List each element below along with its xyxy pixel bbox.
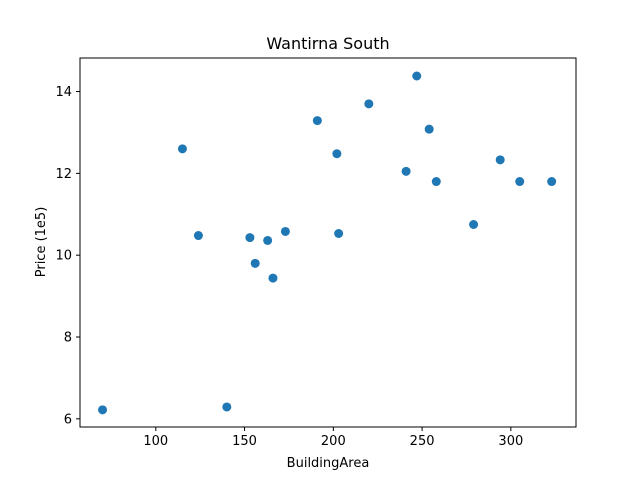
y-tick-label: 12 [55, 167, 72, 182]
y-axis-label: Price (1e5) [34, 207, 49, 278]
data-point [547, 177, 557, 187]
y-tick-label: 6 [64, 412, 72, 427]
axis-ticks: 100 150 200 250 300 6 8 10 12 14 [55, 85, 523, 449]
data-point [401, 166, 411, 176]
data-point [263, 235, 273, 245]
x-tick-label: 150 [232, 434, 257, 449]
data-point [495, 155, 505, 165]
data-point [312, 116, 322, 126]
data-point [364, 99, 374, 109]
data-point [193, 231, 203, 241]
y-tick-label: 8 [64, 331, 72, 346]
data-point [98, 405, 108, 415]
x-axis-label: BuildingArea [287, 456, 370, 471]
data-point [431, 177, 441, 187]
chart-title: Wantirna South [266, 34, 389, 53]
data-point [222, 402, 232, 412]
x-tick-label: 100 [143, 434, 168, 449]
data-point [177, 144, 187, 154]
x-tick-label: 250 [410, 434, 435, 449]
y-tick-label: 14 [55, 85, 72, 100]
data-point [268, 273, 278, 283]
plot-frame [79, 57, 577, 428]
data-point [515, 177, 525, 187]
data-point [280, 226, 290, 236]
data-point [245, 233, 255, 243]
data-points [98, 71, 557, 415]
data-point [469, 220, 479, 229]
y-tick-label: 10 [55, 249, 72, 264]
x-tick-label: 300 [498, 434, 523, 449]
data-point [332, 149, 342, 159]
data-point [334, 229, 344, 238]
data-point [412, 71, 422, 81]
x-tick-label: 200 [321, 434, 346, 449]
data-point [424, 124, 434, 134]
data-point [250, 258, 260, 268]
